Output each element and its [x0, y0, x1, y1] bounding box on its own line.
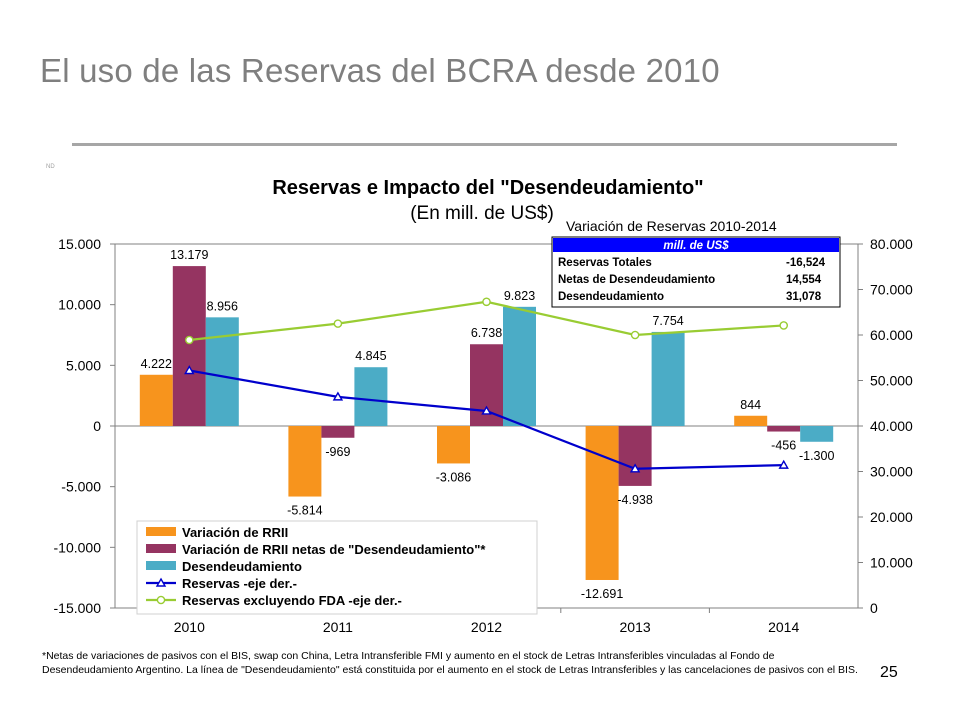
- y2-tick-label: 40.000: [870, 418, 913, 434]
- reservas-ex-fda-point: [630, 330, 640, 340]
- bar: [503, 306, 536, 426]
- bar-data-label: 8.956: [207, 299, 238, 313]
- slide-title: El uso de las Reservas del BCRA desde 20…: [40, 52, 720, 89]
- bar: [354, 367, 388, 426]
- reservas-point: [629, 463, 641, 473]
- bar-data-label: 844: [740, 398, 761, 412]
- bar-data-label: -12.691: [581, 587, 623, 601]
- legend-swatch: [146, 544, 176, 553]
- y-tick-label: 0: [93, 418, 101, 434]
- bar-data-label: -4.938: [617, 493, 652, 507]
- inset-table-row-value: 14,554: [786, 274, 822, 286]
- reservas-point: [778, 459, 789, 469]
- legend-label: Reservas excluyendo FDA -eje der.-: [182, 593, 402, 608]
- bar: [618, 426, 652, 486]
- legend: [136, 520, 538, 615]
- bar-data-label: -3.086: [436, 470, 471, 484]
- chart-footnote: *Netas de variaciones de pasivos con el …: [42, 650, 858, 676]
- reservas-point: [481, 405, 492, 415]
- y2-tick-label: 30.000: [870, 464, 913, 480]
- legend-label: Variación de RRII: [182, 525, 288, 540]
- y2-tick-label: 50.000: [870, 373, 913, 389]
- reservas-ex-fda-point: [184, 335, 194, 345]
- bar-data-label: 6.738: [471, 326, 502, 340]
- legend-swatch: [146, 561, 176, 570]
- inset-table-row-value: -16,524: [786, 257, 826, 269]
- chart-title: Reservas e Impacto del "Desendeudamiento…: [272, 177, 703, 199]
- bar: [288, 426, 322, 497]
- bar-data-label: -1.300: [799, 449, 834, 463]
- inset-table-header-bg: [553, 238, 839, 252]
- bar: [800, 426, 834, 442]
- y2-tick-label: 70.000: [870, 282, 913, 298]
- reserves-chart: Reservas e Impacto del "Desendeudamiento…: [54, 177, 914, 635]
- title-divider: [72, 143, 897, 146]
- bar: [767, 426, 801, 432]
- y2-tick-label: 20.000: [870, 509, 913, 525]
- legend-marker: [155, 577, 167, 587]
- bar-data-label: 9.823: [504, 289, 535, 303]
- y2-tick-label: 80.000: [870, 236, 913, 252]
- inset-table-header: mill. de US$: [663, 240, 729, 252]
- y-tick-label: -5.000: [61, 479, 101, 495]
- y-tick-label: -10.000: [54, 539, 102, 555]
- bar: [321, 426, 355, 438]
- bar: [139, 374, 173, 426]
- inset-table-row-label: Reservas Totales: [558, 257, 652, 269]
- bar: [437, 426, 470, 464]
- x-tick-label: 2012: [471, 619, 502, 635]
- x-tick-label: 2011: [323, 619, 353, 635]
- inset-table-row-label: Netas de Desendeudamiento: [558, 274, 715, 286]
- x-tick-label: 2010: [174, 619, 205, 635]
- legend-marker: [156, 595, 166, 605]
- bar-data-label: 4.845: [355, 349, 386, 363]
- chart-subtitle: (En mill. de US$): [410, 203, 554, 224]
- bar: [205, 317, 239, 426]
- bar-data-label: -5.814: [287, 504, 322, 518]
- bar: [651, 331, 685, 426]
- x-tick-label: 2013: [620, 619, 651, 635]
- bar: [734, 415, 768, 426]
- inset-table-row-value: 31,078: [786, 291, 822, 303]
- slide-tag: ND: [46, 164, 55, 170]
- page-number: 25: [880, 664, 898, 681]
- x-tick-label: 2014: [768, 619, 799, 635]
- inset-table-title: Variación de Reservas 2010-2014: [566, 218, 777, 234]
- y2-tick-label: 10.000: [870, 555, 913, 571]
- y-tick-label: 10.000: [58, 297, 101, 313]
- reservas-ex-fda-point: [779, 321, 789, 330]
- legend-label: Reservas -eje der.-: [182, 576, 297, 591]
- reservas-ex-fda-point: [333, 319, 343, 328]
- bar-data-label: 13.179: [170, 248, 208, 262]
- y-tick-label: 15.000: [58, 236, 101, 252]
- legend-label: Variación de RRII netas de "Desendeudami…: [182, 542, 486, 557]
- bar: [585, 426, 619, 580]
- legend-label: Desendeudamiento: [182, 559, 302, 574]
- reservas-point: [332, 391, 344, 401]
- bar-data-label: -969: [325, 445, 350, 459]
- bar-data-label: 7.754: [652, 314, 683, 328]
- y2-tick-label: 0: [870, 600, 878, 616]
- bar: [172, 266, 206, 426]
- legend-swatch: [146, 527, 176, 536]
- inset-table-row-label: Desendeudamiento: [558, 291, 664, 303]
- reservas-ex-fda-point: [482, 297, 491, 307]
- reservas-point: [184, 365, 195, 375]
- y-tick-label: -15.000: [54, 600, 102, 616]
- bar-data-label: 4.222: [141, 357, 172, 371]
- y-tick-label: 5.000: [66, 357, 101, 373]
- y2-tick-label: 60.000: [870, 327, 913, 343]
- bar-data-label: -456: [771, 439, 796, 453]
